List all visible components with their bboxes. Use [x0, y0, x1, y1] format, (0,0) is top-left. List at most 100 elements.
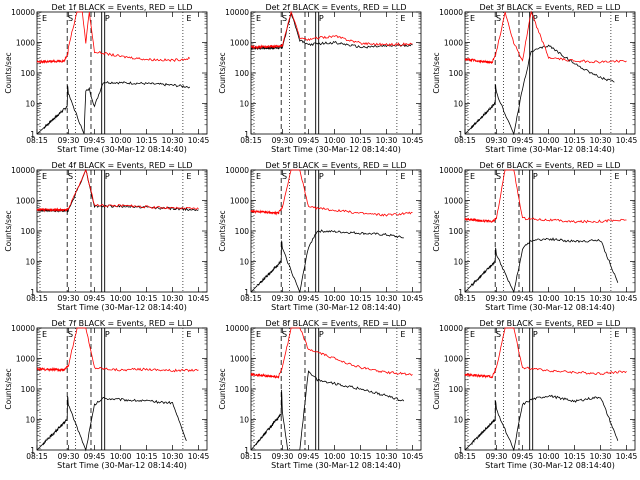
marker-label: S	[496, 172, 501, 181]
x-tick-label: 10:30	[162, 294, 184, 303]
lld-series-line	[36, 168, 199, 213]
marker-label: E	[186, 172, 191, 181]
x-tick-label: 10:00	[324, 136, 346, 145]
x-tick-label: 10:45	[188, 136, 210, 145]
x-axis-label: Start Time (30-Mar-12 08:14:40)	[271, 461, 401, 470]
events-series-line	[464, 44, 615, 136]
y-tick-label: 100	[235, 385, 250, 394]
marker-label: E	[400, 14, 405, 23]
y-tick-label: 1	[458, 446, 463, 455]
x-tick-label: 10:30	[590, 294, 612, 303]
detector-panel-6: Det 6f BLACK = Events, RED = LLD 1 10 100 10…	[432, 161, 638, 312]
y-tick-label: 1000	[444, 197, 463, 206]
y-tick-label: 1	[244, 446, 249, 455]
x-tick-label: 10:00	[538, 294, 560, 303]
marker-label: E	[42, 14, 47, 23]
y-axis-label: Counts/sec	[4, 210, 13, 251]
panel-title: Det 9f BLACK = Events, RED = LLD	[479, 319, 620, 328]
panel-title: Det 4f BLACK = Events, RED = LLD	[51, 161, 192, 170]
events-series-line	[464, 237, 619, 294]
marker-label: S	[68, 14, 73, 23]
x-tick-label: 10:30	[162, 136, 184, 145]
x-tick-label: 10:45	[188, 452, 210, 461]
x-tick-label: 09:45	[298, 136, 320, 145]
lld-series-line	[464, 10, 627, 64]
x-tick-label: 09:30	[272, 452, 294, 461]
marker-label: P	[105, 330, 110, 339]
x-tick-label: 09:30	[486, 294, 508, 303]
y-tick-label: 100	[449, 227, 464, 236]
x-tick-label: 09:30	[272, 294, 294, 303]
y-tick-label: 10000	[439, 8, 463, 17]
x-tick-label: 08:15	[454, 136, 476, 145]
marker-label: E	[256, 14, 261, 23]
y-tick-label: 10000	[439, 324, 463, 333]
marker-label: E	[256, 172, 261, 181]
lld-series-line	[250, 10, 413, 50]
y-tick-label: 1	[244, 130, 249, 139]
x-tick-label: 09:30	[58, 136, 80, 145]
x-tick-label: 10:15	[136, 136, 158, 145]
x-tick-label: 08:15	[454, 452, 476, 461]
plot-frame	[250, 169, 422, 293]
lld-series-line	[250, 327, 413, 379]
x-axis-label: Start Time (30-Mar-12 08:14:40)	[271, 303, 401, 312]
panel-title: Det 1f BLACK = Events, RED = LLD	[51, 3, 192, 12]
x-tick-label: 09:45	[512, 452, 534, 461]
lld-series-line	[36, 11, 191, 65]
panel-title: Det 6f BLACK = Events, RED = LLD	[479, 161, 620, 170]
x-tick-label: 09:30	[58, 452, 80, 461]
plot-frame	[464, 327, 636, 451]
y-tick-label: 1000	[230, 197, 249, 206]
y-tick-label: 1	[458, 130, 463, 139]
y-tick-label: 10	[25, 416, 35, 425]
y-axis-label: Counts/sec	[432, 210, 441, 251]
y-tick-label: 10000	[11, 8, 35, 17]
y-tick-label: 10	[453, 258, 463, 267]
y-tick-label: 100	[235, 69, 250, 78]
y-tick-label: 1000	[16, 39, 35, 48]
panel-title: Det 3f BLACK = Events, RED = LLD	[479, 3, 620, 12]
x-tick-label: 10:00	[324, 452, 346, 461]
y-tick-label: 1	[30, 288, 35, 297]
x-tick-label: 10:45	[616, 294, 638, 303]
marker-label: P	[105, 172, 110, 181]
x-tick-label: 10:15	[350, 136, 372, 145]
y-tick-label: 1000	[444, 355, 463, 364]
y-tick-label: 10	[25, 100, 35, 109]
x-tick-label: 09:45	[84, 294, 106, 303]
detector-panel-8: Det 8f BLACK = Events, RED = LLD 1 10 100 10…	[218, 319, 424, 470]
panel-title: Det 2f BLACK = Events, RED = LLD	[265, 3, 406, 12]
x-tick-label: 10:00	[538, 136, 560, 145]
y-tick-label: 100	[21, 69, 36, 78]
y-axis-label: Counts/sec	[432, 52, 441, 93]
x-axis-label: Start Time (30-Mar-12 08:14:40)	[485, 145, 615, 154]
y-tick-label: 100	[21, 385, 36, 394]
x-tick-label: 09:30	[486, 452, 508, 461]
x-tick-label: 10:30	[590, 452, 612, 461]
marker-label: E	[400, 330, 405, 339]
y-tick-label: 10000	[439, 166, 463, 175]
y-tick-label: 1	[458, 288, 463, 297]
lld-series-line	[250, 169, 413, 217]
y-tick-label: 10000	[11, 166, 35, 175]
y-tick-label: 10	[453, 100, 463, 109]
y-tick-label: 10	[25, 258, 35, 267]
y-tick-label: 1000	[16, 355, 35, 364]
x-tick-label: 10:15	[564, 136, 586, 145]
marker-label: S	[282, 330, 287, 339]
x-axis-label: Start Time (30-Mar-12 08:14:40)	[57, 303, 187, 312]
x-tick-label: 08:15	[240, 452, 262, 461]
x-tick-label: 08:15	[454, 294, 476, 303]
lld-series-line	[36, 327, 199, 373]
x-tick-label: 10:45	[188, 294, 210, 303]
detector-panel-1: Det 1f BLACK = Events, RED = LLD 1 10 100 10…	[4, 3, 210, 154]
y-axis-label: Counts/sec	[218, 210, 227, 251]
x-tick-label: 10:15	[136, 452, 158, 461]
y-tick-label: 10	[239, 258, 249, 267]
marker-label: E	[42, 330, 47, 339]
lld-series-line	[464, 169, 627, 224]
x-tick-label: 10:00	[110, 294, 132, 303]
marker-label: S	[282, 172, 287, 181]
marker-label: S	[68, 172, 73, 181]
